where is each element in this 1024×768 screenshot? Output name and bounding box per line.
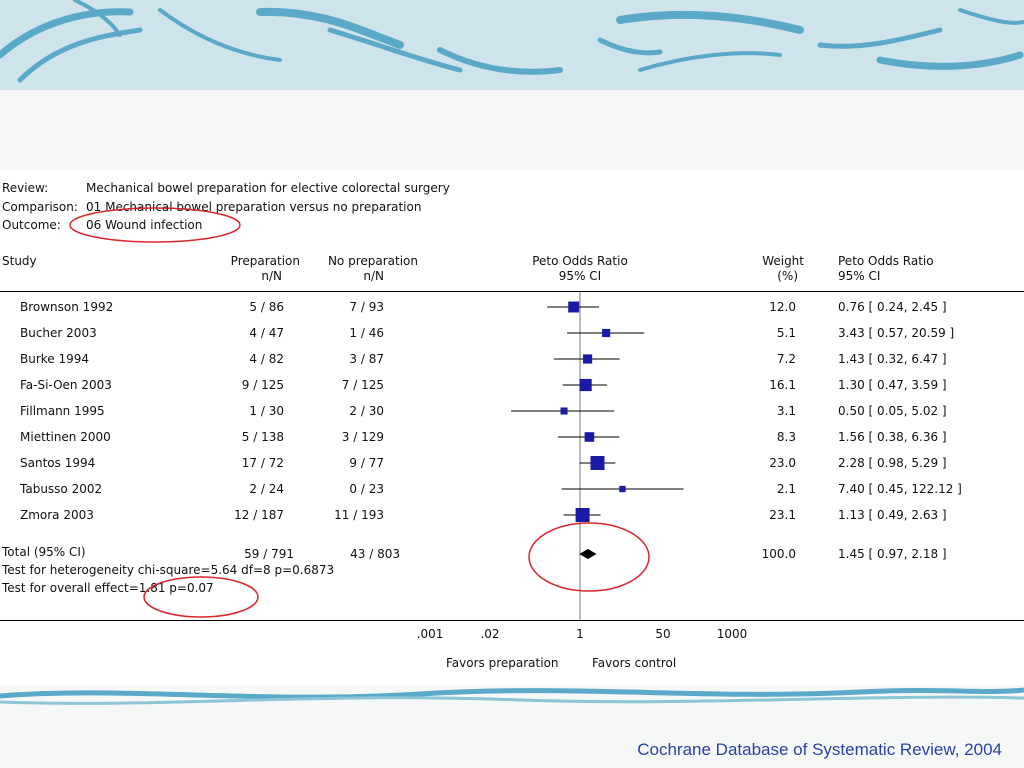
decorative-wave (0, 687, 1024, 705)
study-weight: 23.0 (769, 456, 796, 470)
header-noprep-sub: n/N (363, 269, 384, 283)
outcome-text: 06 Wound infection (86, 218, 203, 232)
study-ci-text: 1.56 [ 0.38, 6.36 ] (838, 430, 947, 444)
heterogeneity-text: Test for heterogeneity chi-square=5.64 d… (2, 563, 335, 577)
favors-preparation-label: Favors preparation (446, 656, 559, 670)
study-ci-text: 3.43 [ 0.57, 20.59 ] (838, 326, 955, 340)
study-noprep: 0 / 23 (349, 482, 384, 496)
study-name: Burke 1994 (20, 352, 90, 366)
study-name: Fa-Si-Oen 2003 (20, 378, 112, 392)
study-ci-text: 1.30 [ 0.47, 3.59 ] (838, 378, 947, 392)
total-ci-text: 1.45 [ 0.97, 2.18 ] (838, 547, 947, 561)
x-tick-label: .02 (480, 627, 499, 641)
study-name: Santos 1994 (20, 456, 96, 470)
x-tick-label: 1 (576, 627, 584, 641)
study-marker (619, 485, 626, 493)
review-text: Mechanical bowel preparation for electiv… (86, 181, 450, 195)
study-prep: 5 / 138 (241, 430, 284, 444)
header-peto-sub: 95% CI (558, 269, 602, 283)
header-weight-sub: (%) (777, 269, 798, 283)
study-prep: 9 / 125 (241, 378, 284, 392)
study-ci-text: 1.43 [ 0.32, 6.47 ] (838, 352, 947, 366)
study-prep: 4 / 47 (249, 326, 284, 340)
study-prep: 12 / 187 (234, 508, 284, 522)
study-marker (584, 432, 595, 442)
pooled-highlight-circle (528, 522, 650, 592)
study-marker (579, 378, 592, 392)
study-marker (583, 354, 593, 364)
header-study: Study (2, 254, 37, 268)
study-weight: 16.1 (769, 378, 796, 392)
study-weight: 8.3 (776, 430, 796, 444)
study-name: Fillmann 1995 (20, 404, 105, 418)
citation: Cochrane Database of Systematic Review, … (637, 740, 1002, 759)
study-marker (602, 328, 611, 338)
study-prep: 1 / 30 (249, 404, 284, 418)
forest-plot: .001 .02 1 50 1000 (69, 207, 748, 641)
header-peto2: Peto Odds Ratio (838, 254, 934, 268)
study-noprep: 11 / 193 (334, 508, 384, 522)
study-weight: 2.1 (776, 482, 796, 496)
study-ci-text: 0.50 [ 0.05, 5.02 ] (838, 404, 947, 418)
study-name: Brownson 1992 (20, 300, 114, 314)
overall-effect-highlight-circle (143, 576, 259, 618)
study-name: Zmora 2003 (20, 508, 94, 522)
pooled-diamond (579, 549, 597, 559)
total-weight: 100.0 (761, 547, 796, 561)
decorative-banner (0, 0, 1024, 90)
header-weight: Weight (762, 254, 804, 268)
study-weight: 12.0 (769, 300, 796, 314)
forest-plot-sheet (0, 170, 1024, 685)
study-noprep: 1 / 46 (349, 326, 384, 340)
study-prep: 17 / 72 (241, 456, 284, 470)
favors-control-label: Favors control (592, 656, 677, 670)
study-name: Tabusso 2002 (20, 482, 103, 496)
study-ci-text: 0.76 [ 0.24, 2.45 ] (838, 300, 947, 314)
x-tick-label: 50 (655, 627, 670, 641)
study-prep: 2 / 24 (249, 482, 284, 496)
study-weight: 23.1 (769, 508, 796, 522)
brush-stroke-pattern (0, 0, 1024, 83)
header-rule (0, 291, 1024, 292)
study-weight: 3.1 (776, 404, 796, 418)
study-ci-text: 1.13 [ 0.49, 2.63 ] (838, 508, 947, 522)
study-ci-text: 7.40 [ 0.45, 122.12 ] (838, 482, 962, 496)
outcome-label: Outcome: (2, 218, 61, 232)
header-peto2-sub: 95% CI (838, 269, 881, 283)
total-prep: 59 / 791 (244, 547, 294, 561)
study-weight: 7.2 (776, 352, 796, 366)
study-marker (560, 407, 568, 415)
study-name: Miettinen 2000 (20, 430, 111, 444)
study-noprep: 7 / 125 (341, 378, 384, 392)
overall-effect-text: Test for overall effect=1.81 p=0.07 (2, 581, 214, 595)
study-marker (575, 508, 590, 522)
total-noprep: 43 / 803 (350, 547, 400, 561)
total-label: Total (95% CI) (2, 545, 86, 559)
header-prep: Preparation (230, 254, 300, 268)
header-prep-sub: n/N (261, 269, 282, 283)
axis-rule (0, 620, 1024, 621)
outcome-highlight-circle (69, 207, 241, 243)
x-tick-label: .001 (417, 627, 444, 641)
study-marker (590, 456, 605, 470)
study-noprep: 3 / 87 (349, 352, 384, 366)
study-noprep: 3 / 129 (341, 430, 384, 444)
study-prep: 4 / 82 (249, 352, 284, 366)
comparison-label: Comparison: (2, 200, 78, 214)
study-name: Bucher 2003 (20, 326, 97, 340)
study-noprep: 9 / 77 (349, 456, 384, 470)
study-noprep: 2 / 30 (349, 404, 384, 418)
header-peto: Peto Odds Ratio (532, 254, 628, 268)
header-noprep: No preparation (327, 254, 418, 268)
x-tick-label: 1000 (717, 627, 748, 641)
study-weight: 5.1 (776, 326, 796, 340)
study-marker (568, 301, 580, 313)
study-noprep: 7 / 93 (349, 300, 384, 314)
comparison-text: 01 Mechanical bowel preparation versus n… (86, 200, 422, 214)
study-ci-text: 2.28 [ 0.98, 5.29 ] (838, 456, 947, 470)
study-prep: 5 / 86 (249, 300, 284, 314)
review-label: Review: (2, 181, 49, 195)
